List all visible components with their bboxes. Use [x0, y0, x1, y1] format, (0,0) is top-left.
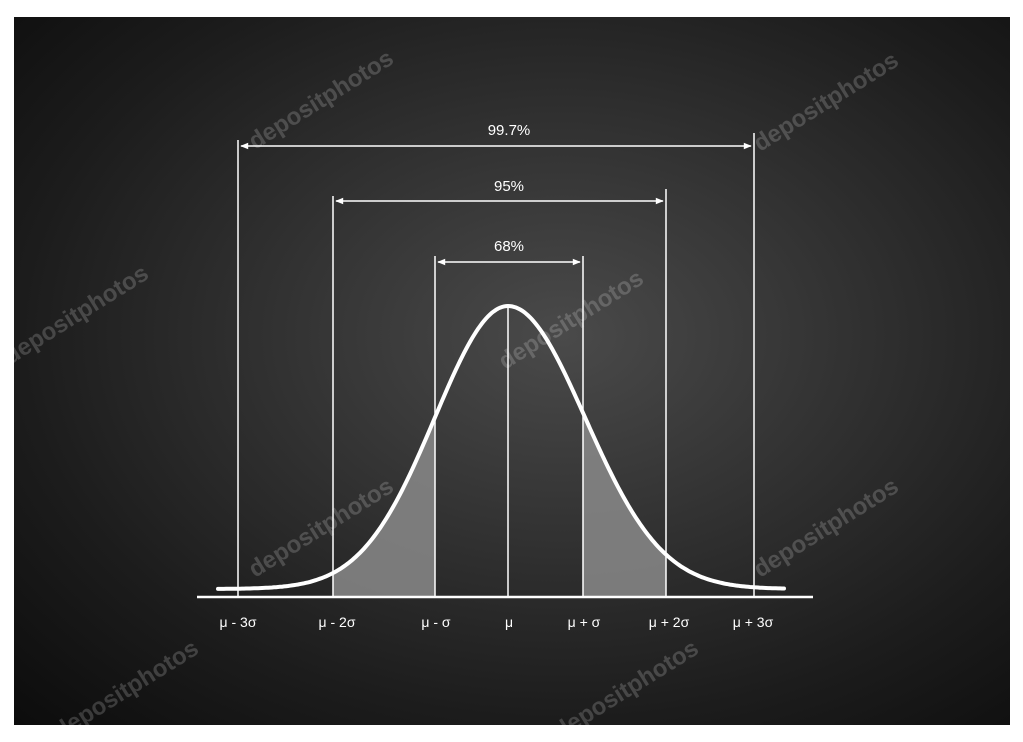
tick-label-plus-2sigma: μ + 2σ [649, 614, 690, 630]
watermark-8: depositphotos [549, 635, 704, 742]
watermarks: depositphotos depositphotos depositphoto… [0, 45, 903, 742]
watermark-2: depositphotos [749, 47, 904, 158]
tick-label-plus-3sigma: μ + 3σ [733, 614, 774, 630]
range-label-99-7: 99.7% [488, 122, 531, 139]
tick-label-minus-1sigma: μ - σ [421, 614, 451, 630]
watermark-1: depositphotos [244, 45, 399, 156]
watermark-6: depositphotos [749, 473, 904, 584]
range-label-68: 68% [494, 238, 524, 255]
tick-label-plus-1sigma: μ + σ [568, 614, 601, 630]
range-label-95: 95% [494, 178, 524, 195]
bell-curve [216, 303, 786, 591]
shade-left-region [333, 417, 435, 597]
tick-label-minus-3sigma: μ - 3σ [220, 614, 257, 630]
watermark-3: depositphotos [0, 260, 153, 371]
chalkboard-background [14, 17, 1010, 725]
watermark-4: depositphotos [494, 265, 649, 376]
tick-label-minus-2sigma: μ - 2σ [319, 614, 356, 630]
tick-label-mean: μ [505, 614, 513, 630]
watermark-7: depositphotos [49, 635, 204, 742]
